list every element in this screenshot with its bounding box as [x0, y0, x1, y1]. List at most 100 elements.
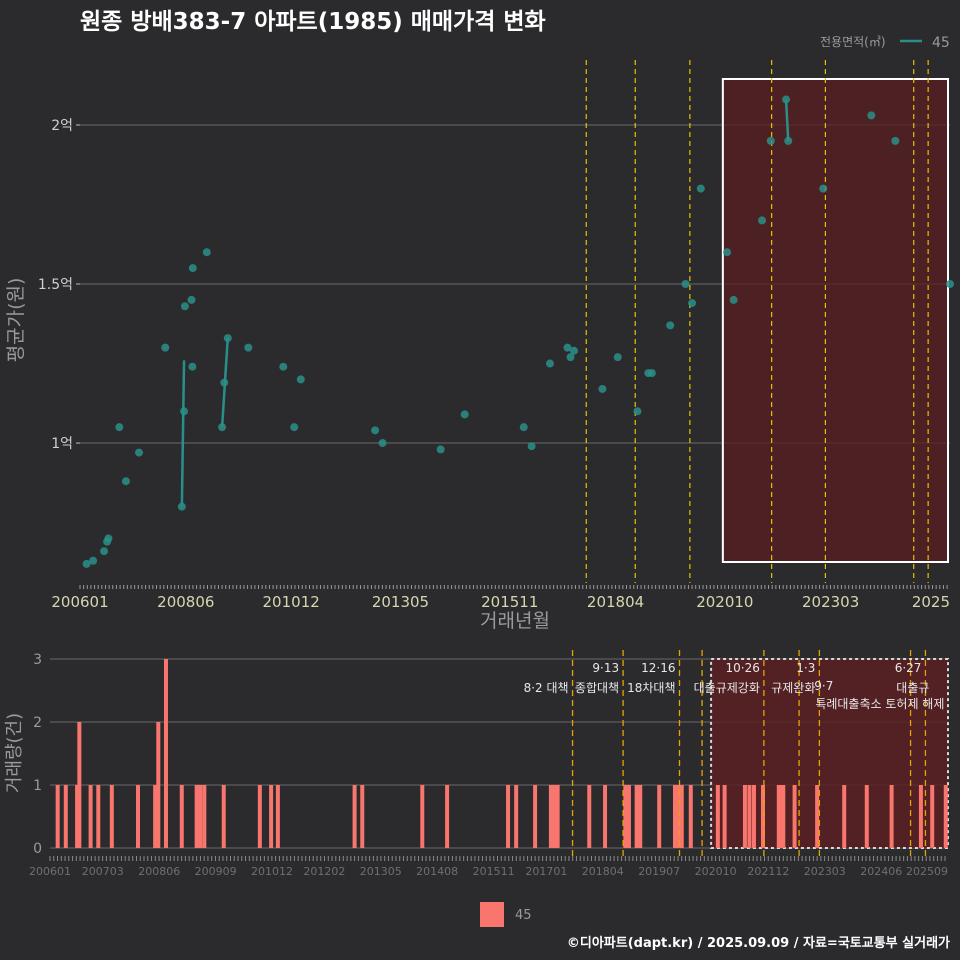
- price-point: [688, 299, 697, 308]
- volume-y-tick-label: 1: [33, 778, 42, 794]
- price-x-tick-label: 201804: [587, 593, 644, 611]
- volume-x-tick-label: 200909: [195, 865, 237, 878]
- price-chart: 1억 1.5억 2억 200601 200806 201012 201305 201511 20…: [5, 60, 954, 632]
- price-y-tick-label: 1.5억: [38, 277, 73, 293]
- price-x-tick-label: 201511: [481, 593, 538, 611]
- price-x-tick-label: 201305: [372, 593, 429, 611]
- policy-annotation: 대출규제강화: [694, 681, 760, 695]
- volume-x-tick-label: 201305: [360, 865, 402, 878]
- volume-x-tick-label: 200806: [138, 865, 180, 878]
- policy-annotation: 1·3: [796, 661, 815, 675]
- policy-annotation: 규제완화: [771, 681, 815, 695]
- legend-bottom-label: 45: [515, 908, 532, 923]
- volume-bar: [194, 785, 199, 848]
- legend-top-title: 전용면적(㎡): [820, 35, 886, 49]
- price-point: [244, 343, 253, 352]
- price-x-axis-title: 거래년월: [480, 610, 550, 632]
- price-point: [371, 426, 380, 435]
- policy-annotation: 특례대출축소 토허제 해제: [815, 697, 944, 711]
- legend-bottom-swatch: [480, 902, 504, 927]
- price-x-tick-label: 202303: [802, 593, 859, 611]
- policy-annotation: 18차대책: [627, 680, 675, 695]
- price-x-tick-label: 2025: [912, 593, 950, 611]
- price-point: [723, 248, 732, 257]
- volume-x-tick-label: 201907: [638, 865, 680, 878]
- price-x-tick-label: 200601: [51, 593, 108, 611]
- policy-annotation: 12·16: [641, 661, 675, 675]
- volume-bar: [163, 659, 168, 848]
- price-point: [570, 346, 579, 355]
- price-point: [666, 321, 675, 330]
- price-point: [891, 136, 900, 145]
- volume-bar: [88, 785, 93, 848]
- volume-bar: [221, 785, 226, 848]
- volume-bar: [638, 785, 643, 848]
- price-point: [135, 448, 144, 457]
- price-point: [104, 534, 113, 543]
- price-x-tick-label: 202010: [696, 593, 753, 611]
- volume-x-tick-label: 201804: [582, 865, 624, 878]
- price-point: [187, 295, 196, 304]
- volume-x-tick-label: 202010: [695, 865, 737, 878]
- volume-bar: [548, 785, 553, 848]
- volume-bar: [626, 785, 631, 848]
- price-point: [161, 343, 170, 352]
- volume-x-tick-label: 201701: [525, 865, 567, 878]
- volume-y-tick-label: 2: [33, 715, 42, 731]
- volume-bar: [747, 785, 752, 848]
- volume-bar: [360, 785, 365, 848]
- volume-bar: [943, 785, 948, 848]
- policy-annotation: 6·27: [895, 661, 922, 675]
- price-point: [180, 302, 189, 311]
- volume-bar: [751, 785, 756, 848]
- volume-bar: [269, 785, 274, 848]
- volume-bar: [679, 785, 684, 848]
- volume-bar: [918, 785, 923, 848]
- volume-bar: [715, 785, 720, 848]
- price-point: [100, 547, 109, 556]
- volume-bar: [506, 785, 511, 848]
- volume-x-tick-label: 201511: [473, 865, 515, 878]
- price-point: [545, 359, 554, 368]
- price-point: [378, 439, 387, 448]
- price-series-line: [180, 360, 186, 507]
- price-point: [784, 136, 793, 145]
- price-point: [220, 378, 229, 387]
- price-point: [613, 353, 622, 362]
- volume-bar: [514, 785, 519, 848]
- price-point: [681, 280, 690, 289]
- price-y-tick-label: 2억: [51, 118, 73, 134]
- volume-bar: [672, 785, 677, 848]
- price-point: [121, 477, 130, 486]
- volume-bar: [551, 785, 556, 848]
- policy-annotation: 10·26: [726, 661, 760, 675]
- volume-bar: [257, 785, 262, 848]
- volume-bar: [864, 785, 869, 848]
- price-point: [223, 334, 232, 343]
- volume-bar: [776, 785, 781, 848]
- price-x-tick-label: 200806: [157, 593, 214, 611]
- price-point: [696, 184, 705, 193]
- volume-bar: [352, 785, 357, 848]
- volume-bar: [792, 785, 797, 848]
- volume-bar: [420, 785, 425, 848]
- footer-credit: ©디아파트(dapt.kr) / 2025.09.09 / 자료=국토교통부 실…: [567, 935, 950, 951]
- price-point: [946, 280, 954, 289]
- price-point: [180, 407, 189, 416]
- volume-bar: [603, 785, 608, 848]
- price-point: [89, 556, 98, 565]
- volume-bar: [760, 785, 765, 848]
- volume-bar: [55, 785, 60, 848]
- volume-x-tick-label: 200601: [29, 865, 71, 878]
- volume-bar: [688, 785, 693, 848]
- price-point: [527, 442, 536, 451]
- price-point: [566, 353, 575, 362]
- volume-bar: [445, 785, 450, 848]
- volume-bar: [198, 785, 203, 848]
- volume-x-tick-label: 200703: [82, 865, 124, 878]
- price-point: [519, 423, 528, 432]
- volume-bar: [96, 785, 101, 848]
- price-series-line: [784, 99, 790, 141]
- volume-bar: [135, 785, 140, 848]
- price-point: [290, 423, 299, 432]
